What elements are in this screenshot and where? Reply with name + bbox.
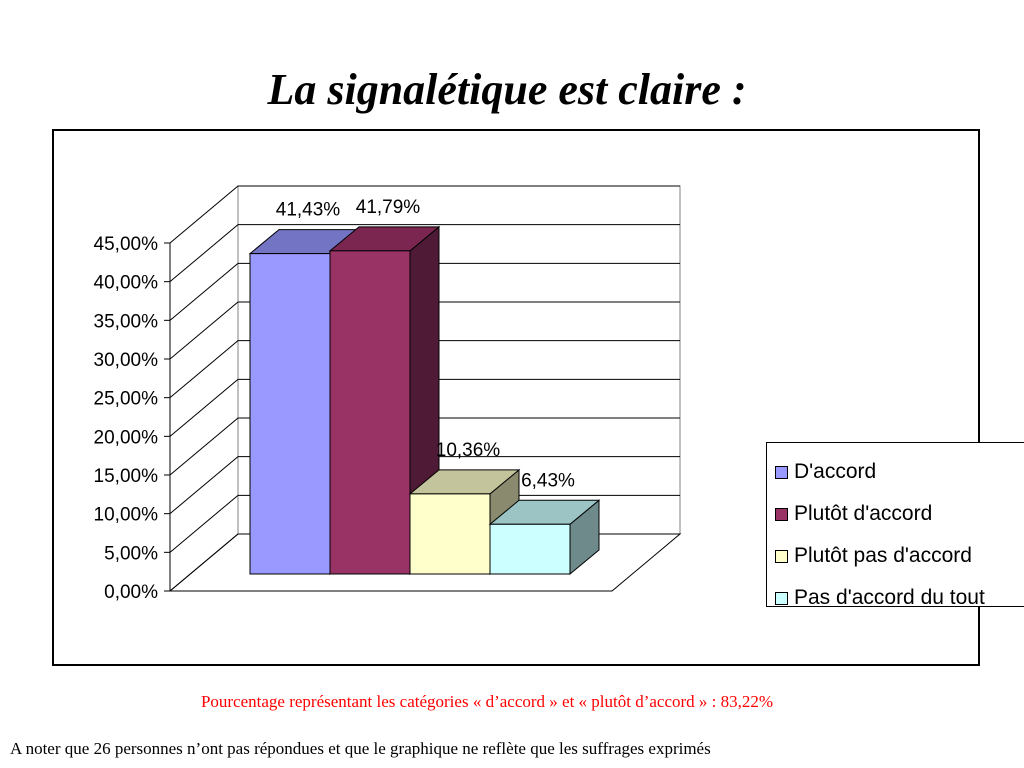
legend-item: Plutôt pas d'accord xyxy=(775,535,1024,577)
y-tick-label: 45,00% xyxy=(94,234,159,255)
chart-frame: 0,00% 5,00% 10,00% 15,00% 20,00% 25,00% 30,00%… xyxy=(52,129,1024,666)
footnote: A noter que 26 personnes n’ont pas répon… xyxy=(10,739,711,758)
gridline xyxy=(169,456,680,515)
legend-item: Pas d'accord du tout xyxy=(775,577,1024,619)
bar xyxy=(329,250,411,575)
gridline xyxy=(169,185,680,244)
gridline xyxy=(169,301,680,360)
legend-swatch xyxy=(775,465,788,479)
chart-gridlines xyxy=(169,185,680,592)
legend-swatch xyxy=(775,549,788,563)
legend-label: Plutôt d'accord xyxy=(794,502,933,525)
y-tick-label: 35,00% xyxy=(94,311,159,332)
chart-data-labels: 41,43% 41,79% 10,36% 6,43% xyxy=(276,197,575,491)
y-tick-label: 40,00% xyxy=(94,273,159,294)
y-tick-label: 15,00% xyxy=(94,466,159,487)
gridline xyxy=(169,378,680,437)
y-tick-label: 25,00% xyxy=(94,389,159,410)
data-label: 10,36% xyxy=(436,440,501,461)
gridline xyxy=(169,224,680,283)
legend-swatch xyxy=(775,591,788,605)
y-tick-label: 0,00% xyxy=(104,582,158,603)
chart-bars xyxy=(248,225,601,576)
summary-note: Pourcentage représentant les catégories … xyxy=(200,692,774,711)
data-label: 6,43% xyxy=(521,470,575,491)
legend-item: Plutôt d'accord xyxy=(775,493,1024,535)
y-axis-ticks: 0,00% 5,00% 10,00% 15,00% 20,00% 25,00% 30,00%… xyxy=(94,234,170,603)
data-label: 41,79% xyxy=(356,197,421,218)
legend-label: D'accord xyxy=(794,460,877,483)
legend-label: Plutôt pas d'accord xyxy=(794,544,972,567)
y-tick-label: 30,00% xyxy=(94,350,159,371)
slide-title: La signalétique est claire : xyxy=(267,65,747,114)
gridline xyxy=(169,494,680,553)
gridline xyxy=(169,340,680,399)
data-label: 41,43% xyxy=(276,200,341,221)
gridline xyxy=(169,262,680,321)
bar xyxy=(489,523,571,575)
bar-chart: 0,00% 5,00% 10,00% 15,00% 20,00% 25,00% 30,00%… xyxy=(94,185,682,603)
bar xyxy=(409,493,491,575)
y-tick-label: 10,00% xyxy=(94,505,159,526)
legend-item: D'accord xyxy=(775,451,1024,493)
chart-legend: D'accord Plutôt d'accord Plutôt pas d'ac… xyxy=(766,442,1024,609)
gridline xyxy=(169,417,680,476)
y-tick-label: 20,00% xyxy=(94,427,159,448)
bar xyxy=(249,253,331,575)
y-tick-label: 5,00% xyxy=(104,543,158,564)
legend-swatch xyxy=(775,507,788,521)
legend-label: Pas d'accord du tout xyxy=(794,586,985,609)
